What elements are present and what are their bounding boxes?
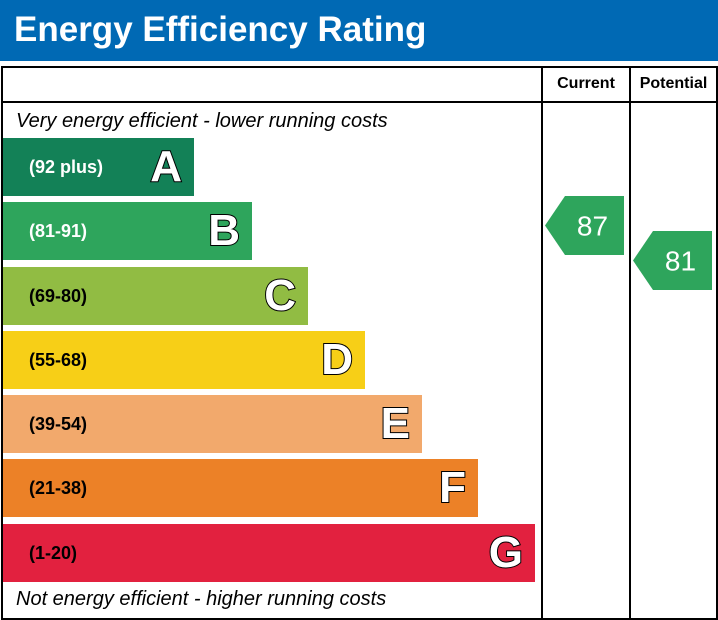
page-title: Energy Efficiency Rating: [14, 10, 427, 49]
band-letter: D: [320, 334, 354, 385]
current-rating-marker-arrow: [545, 196, 624, 255]
band-range-label: (69-80): [29, 286, 88, 306]
band-letter: G: [488, 527, 524, 578]
current-rating-marker: 87: [545, 196, 624, 255]
column-divider-potential: [629, 66, 631, 620]
column-header-current: Current: [557, 75, 615, 92]
band-range-label: (92 plus): [29, 157, 104, 177]
band-c: (69-80) C: [3, 267, 308, 325]
band-letter: E: [380, 398, 411, 449]
note-top: Very energy efficient - lower running co…: [16, 110, 388, 132]
band-a: (92 plus) A: [3, 138, 194, 196]
band-d: (55-68) D: [3, 331, 365, 389]
band-f: (21-38) F: [3, 459, 478, 517]
band-b: (81-91) B: [3, 202, 252, 260]
potential-rating-marker: 81: [633, 231, 712, 290]
note-bottom: Not energy efficient - higher running co…: [16, 588, 387, 610]
header-row-divider-columns: [541, 101, 718, 103]
band-range-label: (81-91): [29, 221, 88, 241]
potential-rating-marker-arrow: [633, 231, 712, 290]
band-letter: B: [207, 205, 241, 256]
band-range-label: (21-38): [29, 478, 88, 498]
column-header-potential: Potential: [639, 75, 708, 92]
band-letter: F: [438, 462, 467, 513]
band-letter: C: [263, 270, 297, 321]
band-range-label: (1-20): [29, 543, 78, 563]
header-row-divider: [1, 101, 542, 103]
current-rating-marker-value: 87: [577, 211, 608, 242]
band-letter: A: [149, 141, 183, 192]
column-divider-current: [541, 66, 543, 620]
band-range-label: (39-54): [29, 414, 88, 434]
potential-rating-marker-value: 81: [665, 246, 696, 277]
band-e: (39-54) E: [3, 395, 422, 453]
band-g: (1-20) G: [3, 524, 535, 582]
header-bar: Energy Efficiency Rating: [0, 0, 718, 61]
band-range-label: (55-68): [29, 350, 88, 370]
